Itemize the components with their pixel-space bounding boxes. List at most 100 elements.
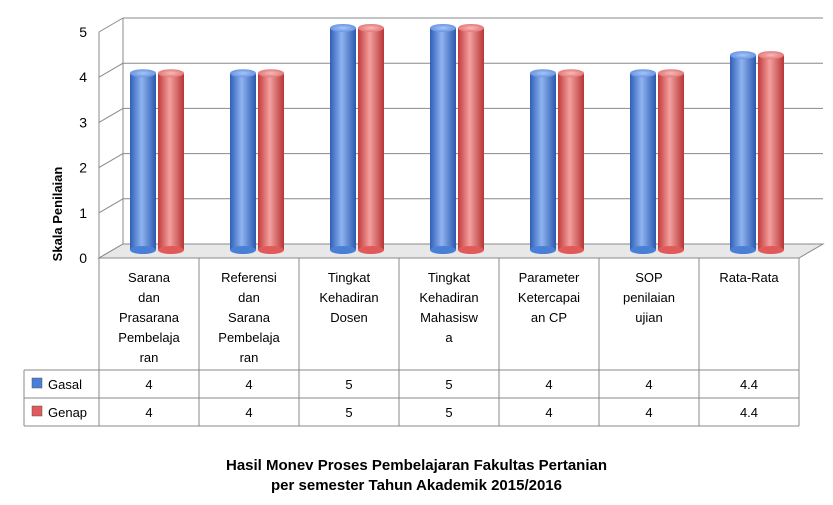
bar-gasal-6	[730, 51, 756, 254]
grid-diagonal	[98, 17, 124, 33]
legend-swatch-genap	[31, 405, 43, 417]
category-label: Kehadiran	[319, 290, 378, 305]
table-cell: 4	[645, 405, 652, 420]
y-tick-label: 3	[79, 114, 87, 130]
bar-body	[458, 28, 484, 250]
category-label: Prasarana	[119, 310, 180, 325]
data-table: Sarana dan Prasarana Pembelaja ran Referensi d…	[23, 258, 800, 427]
bar-base	[558, 246, 584, 254]
table-cell: 4	[145, 405, 152, 420]
category-label: Sarana	[228, 310, 271, 325]
y-tick-label: 0	[79, 250, 87, 266]
y-tick-label: 2	[79, 160, 87, 176]
bar-gasal-4	[530, 69, 556, 254]
bar-base	[158, 246, 184, 254]
bar-genap-3	[458, 24, 484, 254]
category-label: ran	[140, 350, 159, 365]
table-cell: 5	[345, 377, 352, 392]
category-label: dan	[238, 290, 260, 305]
bar-gasal-2	[330, 24, 356, 254]
table-cell: 4	[145, 377, 152, 392]
bar-cap	[530, 69, 556, 78]
bar-gasal-5	[630, 69, 656, 254]
bar-cap	[730, 51, 756, 60]
bar-cap	[330, 24, 356, 32]
bar-body	[330, 28, 356, 250]
table-cell: 4	[245, 377, 252, 392]
bar-body	[158, 73, 184, 250]
bar-genap-4	[558, 69, 584, 254]
category-label: Parameter	[519, 270, 580, 285]
category-label: Referensi	[221, 270, 277, 285]
category-label: Rata-Rata	[719, 270, 779, 285]
table-cell: 5	[345, 405, 352, 420]
category-label: ujian	[635, 310, 662, 325]
bar-genap-6	[758, 51, 784, 254]
bar-cap	[258, 69, 284, 78]
bar-body	[258, 73, 284, 250]
table-cell: 5	[445, 377, 452, 392]
legend-label-gasal: Gasal	[48, 377, 82, 392]
bar-base	[658, 246, 684, 254]
table-cell: 4.4	[740, 405, 758, 420]
grid-diagonal	[98, 198, 124, 214]
chart-title-line-1: Hasil Monev Proses Pembelajaran Fakultas…	[226, 457, 607, 474]
bar-base	[130, 246, 156, 254]
table-cell: 4.4	[740, 377, 758, 392]
bar-base	[758, 246, 784, 254]
bar-cap	[630, 69, 656, 78]
bar-base	[630, 246, 656, 254]
category-label: dan	[138, 290, 160, 305]
bar-base	[458, 246, 484, 254]
category-label: Ketercapai	[518, 290, 580, 305]
bar-body	[730, 55, 756, 251]
grid-diagonal	[98, 62, 124, 78]
bar-genap-2	[358, 24, 384, 254]
bar-body	[758, 55, 784, 251]
bar-cap	[430, 24, 456, 32]
bar-cap	[758, 51, 784, 60]
category-label: ran	[240, 350, 259, 365]
table-cell: 4	[645, 377, 652, 392]
category-label: a	[445, 330, 453, 345]
bar-base	[430, 246, 456, 254]
category-label: Pembelaja	[218, 330, 280, 345]
bar-cap	[658, 69, 684, 78]
bar-base	[230, 246, 256, 254]
table-cell: 4	[545, 405, 552, 420]
bar-body	[358, 28, 384, 250]
bar-base	[330, 246, 356, 254]
bar-genap-1	[258, 69, 284, 254]
bar-body	[230, 73, 256, 250]
bar-base	[730, 246, 756, 254]
table-cell: 4	[245, 405, 252, 420]
bar-cap	[358, 24, 384, 32]
bar-cap	[158, 69, 184, 78]
bar-body	[430, 28, 456, 250]
category-label: Mahasisw	[420, 310, 478, 325]
bar-gasal-1	[230, 69, 256, 254]
bars	[130, 24, 784, 254]
bar-body	[658, 73, 684, 250]
y-axis: 0 1 2 3 4 5	[79, 24, 100, 266]
category-label: Dosen	[330, 310, 368, 325]
y-axis-label: Skala Penilaian	[50, 167, 65, 262]
category-label: Tingkat	[328, 270, 371, 285]
grid-diagonal	[98, 107, 124, 123]
category-label: Tingkat	[428, 270, 471, 285]
category-label: Pembelaja	[118, 330, 180, 345]
bar-base	[258, 246, 284, 254]
y-tick-label: 5	[79, 24, 87, 40]
grid-diagonal	[98, 153, 124, 169]
table-cell: 5	[445, 405, 452, 420]
bar-gasal-0	[130, 69, 156, 254]
bar-genap-5	[658, 69, 684, 254]
bar-body	[558, 73, 584, 250]
bar-cap	[558, 69, 584, 78]
y-tick-label: 1	[79, 205, 87, 221]
category-label: penilaian	[623, 290, 675, 305]
y-tick-label: 4	[79, 69, 87, 85]
category-label: an CP	[531, 310, 567, 325]
legend-label-genap: Genap	[48, 405, 87, 420]
